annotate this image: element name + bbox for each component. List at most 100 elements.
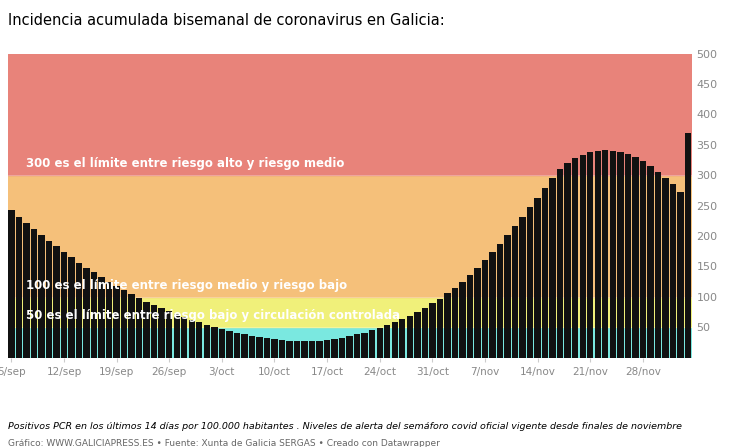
- Bar: [234, 333, 240, 358]
- Bar: [241, 334, 247, 358]
- Bar: [98, 277, 105, 358]
- Bar: [316, 341, 323, 358]
- Bar: [497, 244, 503, 358]
- Bar: [188, 320, 195, 358]
- Bar: [174, 314, 180, 358]
- Bar: [76, 263, 82, 358]
- Bar: [151, 305, 157, 358]
- Bar: [445, 293, 451, 358]
- Bar: [504, 236, 511, 358]
- Bar: [218, 329, 225, 358]
- Bar: [369, 330, 376, 358]
- Bar: [617, 152, 624, 358]
- Bar: [83, 268, 90, 358]
- Bar: [361, 333, 368, 358]
- Bar: [392, 322, 398, 358]
- Bar: [482, 260, 488, 358]
- Bar: [670, 184, 676, 358]
- Bar: [572, 158, 578, 358]
- Bar: [422, 308, 428, 358]
- Bar: [346, 336, 353, 358]
- Bar: [159, 308, 165, 358]
- Bar: [647, 166, 654, 358]
- Bar: [144, 302, 150, 358]
- Bar: [459, 282, 466, 358]
- Bar: [685, 133, 691, 358]
- Bar: [550, 178, 556, 358]
- Bar: [489, 253, 496, 358]
- Bar: [384, 325, 390, 358]
- Bar: [279, 340, 285, 358]
- Bar: [68, 257, 75, 358]
- Bar: [339, 337, 345, 358]
- Bar: [587, 152, 593, 358]
- Bar: [121, 290, 127, 358]
- Bar: [136, 298, 142, 358]
- Bar: [557, 169, 563, 358]
- Bar: [91, 273, 98, 358]
- Bar: [302, 341, 308, 358]
- Bar: [8, 327, 692, 358]
- Bar: [8, 210, 14, 358]
- Bar: [226, 331, 233, 358]
- Bar: [8, 175, 692, 297]
- Bar: [632, 157, 639, 358]
- Bar: [249, 336, 255, 358]
- Bar: [309, 341, 315, 358]
- Bar: [287, 341, 293, 358]
- Bar: [534, 198, 541, 358]
- Bar: [655, 172, 661, 358]
- Bar: [294, 341, 300, 358]
- Bar: [527, 207, 533, 358]
- Bar: [354, 334, 361, 358]
- Bar: [414, 312, 420, 358]
- Bar: [407, 316, 413, 358]
- Bar: [39, 235, 45, 358]
- Bar: [181, 317, 187, 358]
- Bar: [662, 177, 668, 358]
- Bar: [113, 286, 119, 358]
- Bar: [331, 339, 338, 358]
- Bar: [580, 155, 586, 358]
- Bar: [166, 312, 172, 358]
- Text: 50 es el límite entre riesgo bajo y circulación controlada: 50 es el límite entre riesgo bajo y circ…: [26, 309, 401, 322]
- Bar: [624, 154, 631, 358]
- Bar: [609, 151, 616, 358]
- Bar: [203, 325, 210, 358]
- Bar: [640, 161, 646, 358]
- Bar: [542, 188, 548, 358]
- Text: 100 es el límite entre riesgo medio y riesgo bajo: 100 es el límite entre riesgo medio y ri…: [26, 279, 348, 292]
- Bar: [466, 275, 473, 358]
- Text: 300 es el límite entre riesgo alto y riesgo medio: 300 es el límite entre riesgo alto y rie…: [26, 157, 345, 170]
- Bar: [452, 288, 458, 358]
- Bar: [474, 268, 481, 358]
- Bar: [16, 216, 22, 358]
- Bar: [129, 295, 135, 358]
- Bar: [271, 339, 277, 358]
- Bar: [256, 337, 262, 358]
- Bar: [677, 192, 683, 358]
- Text: Incidencia acumulada bisemanal de coronavirus en Galicia:: Incidencia acumulada bisemanal de corona…: [8, 13, 445, 29]
- Text: Gráfico: WWW.GALICIAPRESS.ES • Fuente: Xunta de Galicia SERGAS • Creado con Data: Gráfico: WWW.GALICIAPRESS.ES • Fuente: X…: [8, 439, 439, 447]
- Bar: [512, 226, 519, 358]
- Bar: [211, 327, 218, 358]
- Bar: [437, 299, 443, 358]
- Bar: [519, 217, 525, 358]
- Bar: [565, 163, 571, 358]
- Bar: [106, 282, 112, 358]
- Bar: [45, 241, 52, 358]
- Text: Positivos PCR en los últimos 14 días por 100.000 habitantes . Niveles de alerta : Positivos PCR en los últimos 14 días por…: [8, 422, 682, 431]
- Bar: [53, 246, 60, 358]
- Bar: [399, 319, 405, 358]
- Bar: [264, 338, 270, 358]
- Bar: [31, 229, 37, 358]
- Bar: [429, 304, 435, 358]
- Bar: [594, 151, 601, 358]
- Bar: [602, 150, 609, 358]
- Bar: [376, 328, 383, 358]
- Bar: [324, 340, 330, 358]
- Bar: [23, 223, 29, 358]
- Bar: [196, 322, 203, 358]
- Bar: [8, 297, 692, 327]
- Bar: [8, 54, 692, 175]
